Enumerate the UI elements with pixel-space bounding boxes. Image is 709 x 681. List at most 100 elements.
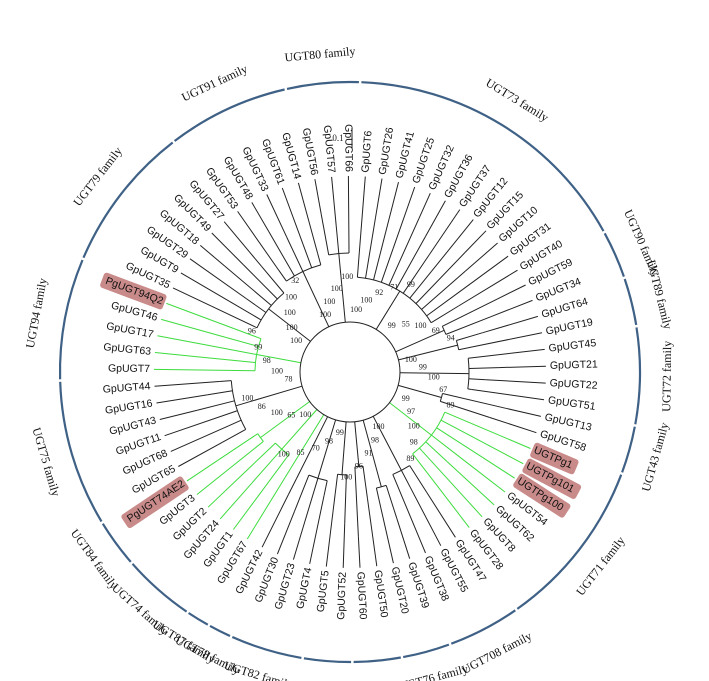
clade-stem <box>235 385 303 407</box>
clade-stem <box>338 253 346 323</box>
leaf-branch <box>309 495 325 564</box>
leaf-branch <box>157 335 211 347</box>
leaf-label: GpUGT16 <box>104 397 153 416</box>
bootstrap-value: 100 <box>286 323 298 332</box>
bootstrap-value: 99 <box>254 342 262 351</box>
leaf-label: GpUGT7 <box>108 363 150 376</box>
bootstrap-value: 65 <box>287 410 295 419</box>
internal-branch <box>388 218 420 286</box>
leaf-branch <box>266 194 288 238</box>
internal-branch <box>385 485 398 519</box>
leaf-label: GpUGT51 <box>547 394 596 413</box>
clade-stem <box>281 409 318 450</box>
family-arc <box>303 657 352 664</box>
family-arc <box>59 381 103 523</box>
bootstrap-value: 96 <box>248 327 256 336</box>
leaf-branch <box>186 459 219 482</box>
internal-branch <box>440 400 490 418</box>
internal-branch <box>362 466 368 499</box>
internal-branch <box>436 427 484 459</box>
leaf-branch <box>429 209 461 255</box>
family-label: UGT91 family <box>179 62 249 105</box>
family-arc <box>101 523 132 563</box>
clade-stem <box>395 329 445 353</box>
internal-branch <box>468 378 486 381</box>
bootstrap-value: 96 <box>355 461 363 470</box>
clade-stem <box>296 416 329 479</box>
family-label: UGT43 family <box>639 421 672 493</box>
family-arc <box>516 474 623 610</box>
family-label: UGT71 family <box>573 534 628 599</box>
leaf-label: GpUGT19 <box>545 316 594 337</box>
internal-branch <box>409 271 432 299</box>
label-highlight <box>513 473 571 518</box>
leaf-label: GpUGT21 <box>550 358 598 371</box>
bootstrap-value: 89 <box>447 401 455 410</box>
family-label: UGT94 family <box>23 277 50 349</box>
bootstrap-value: 100 <box>285 292 297 301</box>
label-highlight <box>522 458 582 499</box>
leaf-branch <box>358 176 366 253</box>
leaf-branch <box>331 176 337 226</box>
family-label: UGT84 family <box>68 526 121 592</box>
clade-stem <box>362 420 382 487</box>
leaf-branch <box>261 494 289 548</box>
family-arcs <box>58 80 642 664</box>
leaf-branch <box>219 482 253 520</box>
bootstrap-value: 98 <box>410 437 418 446</box>
family-arc <box>402 643 450 659</box>
bootstrap-value: 100 <box>284 308 296 317</box>
leaf-branch <box>426 492 456 538</box>
leaf-branch <box>396 518 411 559</box>
internal-branch <box>224 265 272 306</box>
leaf-branch <box>482 315 539 334</box>
clade-stem <box>256 354 301 364</box>
leaf-branch <box>392 186 416 249</box>
family-arc <box>286 80 359 90</box>
bootstrap-value: 100 <box>405 355 417 364</box>
internal-branch <box>217 433 258 461</box>
internal-branch <box>195 356 256 364</box>
leaf-branch <box>409 486 442 546</box>
leaf-branch <box>159 409 198 420</box>
bootstrap-value: 100 <box>350 305 362 314</box>
bootstrap-value: 67 <box>439 385 447 394</box>
bootstrap-value: 71 <box>390 283 398 292</box>
bootstrap-value: 94 <box>447 334 455 343</box>
bootstrap-value: 85 <box>297 448 305 457</box>
bootstrap-value: 69 <box>432 326 440 335</box>
family-arc <box>131 563 188 613</box>
bootstrap-value: 98 <box>371 435 379 444</box>
leaf-label: GpUGT52 <box>335 572 349 620</box>
leaf-label: GpUGT4 <box>294 566 314 610</box>
bootstrap-value: 100 <box>278 450 290 459</box>
leaf-branch <box>489 417 537 434</box>
leaf-branch <box>464 242 498 272</box>
leaf-branch <box>444 495 470 528</box>
label-highlight <box>100 272 167 310</box>
leaf-branch <box>482 457 515 479</box>
leaf-branch <box>154 381 220 387</box>
internal-branch <box>430 305 459 324</box>
leaf-branch <box>325 509 334 567</box>
family-arc <box>187 612 209 626</box>
leaf-branch <box>505 407 542 417</box>
clade-stem <box>398 344 458 361</box>
bootstrap-value: 100 <box>271 367 283 376</box>
leaf-branch <box>490 299 533 318</box>
internal-branch <box>412 453 446 497</box>
leaf-branch <box>357 536 361 568</box>
leaf-label: GpUGT17 <box>105 320 154 341</box>
bootstrap-value: 100 <box>415 321 427 330</box>
family-label: UGT85 family <box>344 677 416 681</box>
clade-stem <box>399 372 470 375</box>
leaf-branch <box>510 348 545 354</box>
leaf-branch <box>446 461 495 506</box>
leaf-label: GpUGT44 <box>102 380 151 395</box>
leaf-branch <box>413 525 426 554</box>
leaf-branch <box>473 423 531 449</box>
label-highlight <box>121 476 189 529</box>
leaf-branch <box>246 477 286 540</box>
leaf-label: GpUGT57 <box>321 125 337 174</box>
leaf-branch <box>375 178 383 218</box>
